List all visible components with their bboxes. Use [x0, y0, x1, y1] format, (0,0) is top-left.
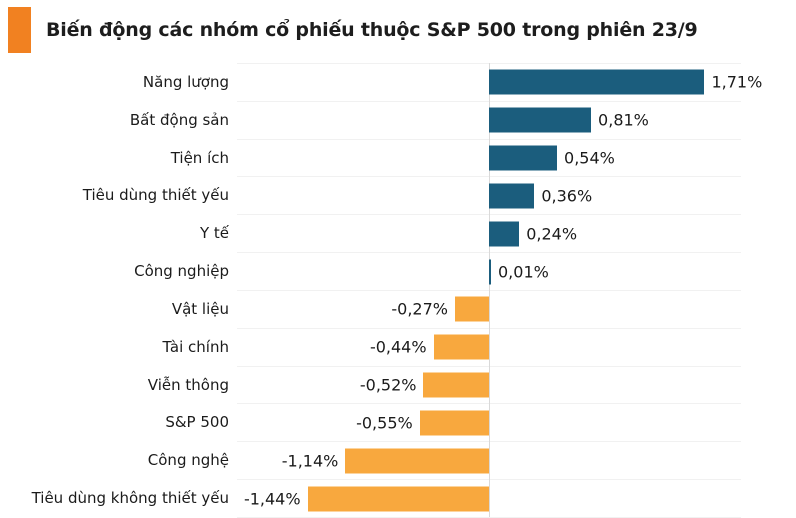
chart-rows: Năng lượng 1,71% Bất động sản 0,81% Tiện ích…	[0, 63, 796, 517]
chart-header: Biến động các nhóm cổ phiếu thuộc S&P 50…	[8, 7, 788, 53]
bar-positive	[489, 259, 491, 285]
category-label: Tiêu dùng không thiết yếu	[31, 489, 229, 508]
bar-negative	[345, 448, 489, 474]
chart-row: Y tế 0,24%	[0, 214, 796, 252]
chart-row: Tiêu dùng không thiết yếu -1,44%	[0, 479, 796, 517]
value-label: -0,55%	[356, 413, 413, 433]
category-label: Công nghệ	[147, 451, 229, 470]
bar-positive	[489, 145, 558, 171]
bar-positive	[489, 221, 520, 247]
value-label: -1,44%	[243, 489, 301, 509]
category-label: Công nghiệp	[134, 262, 229, 281]
chart-row: Tiện ích 0,54%	[0, 138, 796, 177]
category-label: Vật liệu	[171, 299, 229, 318]
value-label: -0,27%	[391, 299, 448, 319]
chart-row: Công nghệ -1,14%	[0, 441, 796, 479]
category-label: S&P 500	[165, 413, 229, 432]
value-label: -0,44%	[369, 337, 427, 357]
value-label: -0,52%	[359, 375, 417, 395]
chart-row: Vật liệu -0,27%	[0, 289, 796, 328]
value-label: 0,36%	[541, 186, 593, 206]
category-label: Tài chính	[162, 337, 229, 356]
chart-row: Tiêu dùng thiết yếu 0,36%	[0, 176, 796, 214]
chart-row: Công nghiệp 0,01%	[0, 252, 796, 290]
bar-negative	[419, 410, 489, 436]
category-label: Tiêu dùng thiết yếu	[82, 186, 229, 205]
bar-positive	[489, 69, 705, 95]
chart-row: Viễn thông -0,52%	[0, 365, 796, 404]
chart-title: Biến động các nhóm cổ phiếu thuộc S&P 50…	[46, 19, 698, 41]
category-label: Tiện ích	[170, 148, 229, 167]
bar-positive	[489, 183, 535, 209]
chart-row: S&P 500 -0,55%	[0, 403, 796, 441]
category-label: Năng lượng	[142, 72, 229, 91]
bar-chart: Năng lượng 1,71% Bất động sản 0,81% Tiện ích…	[0, 63, 796, 518]
zero-axis-line	[489, 63, 490, 517]
bar-negative	[454, 296, 489, 322]
row-plot: -1,44%	[237, 479, 741, 517]
category-label: Bất động sản	[129, 110, 229, 129]
category-label: Y tế	[199, 224, 229, 243]
chart-row: Bất động sản 0,81%	[0, 100, 796, 139]
chart-row: Tài chính -0,44%	[0, 327, 796, 366]
bar-negative	[307, 486, 489, 512]
bar-negative	[423, 372, 489, 398]
value-label: 0,01%	[498, 262, 549, 282]
chart-row: Năng lượng 1,71%	[0, 63, 796, 101]
value-label: 0,24%	[526, 224, 578, 244]
bar-negative	[433, 334, 489, 360]
bar-positive	[489, 107, 592, 133]
title-bullet-icon	[8, 7, 31, 53]
value-label: 1,71%	[711, 72, 763, 92]
category-label: Viễn thông	[147, 375, 229, 394]
value-label: 0,81%	[598, 110, 649, 130]
value-label: 0,54%	[564, 148, 615, 168]
value-label: -1,14%	[281, 451, 339, 471]
